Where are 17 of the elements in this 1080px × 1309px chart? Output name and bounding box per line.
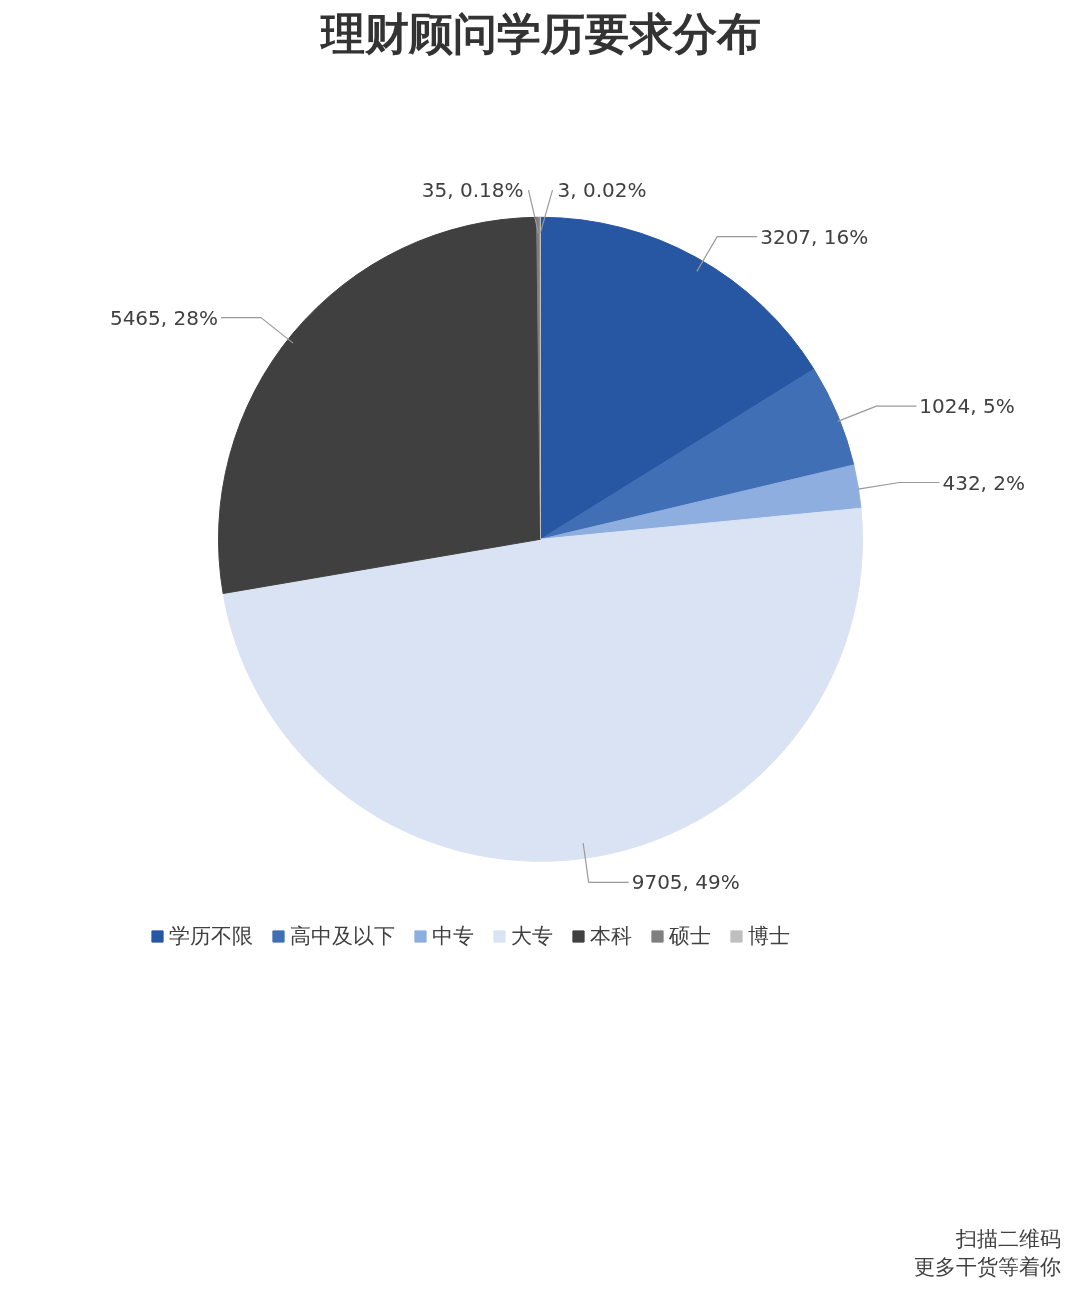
legend-label: 本科 — [590, 923, 632, 950]
legend-label: 博士 — [748, 923, 790, 950]
data-label: 35, 0.18% — [421, 178, 524, 203]
legend-label: 中专 — [432, 923, 474, 950]
data-label: 9705, 49% — [631, 870, 740, 895]
text: 更多干货等着你 — [913, 1255, 1061, 1280]
data-label: 5465, 28% — [109, 305, 218, 330]
data-label: 432, 2% — [942, 470, 1026, 495]
text: 扫描二维码 — [954, 1226, 1061, 1251]
legend-label: 高中及以下 — [290, 923, 395, 950]
data-label: 1024, 5% — [919, 394, 1015, 419]
data-label: 3, 0.02% — [557, 178, 647, 203]
legend-label: 大专 — [511, 923, 553, 950]
legend-label: 学历不限 — [169, 923, 253, 950]
legend-label: 硕士 — [669, 923, 711, 950]
data-label: 3207, 16% — [760, 224, 869, 249]
chart-title: 理财顾问学历要求分布 — [318, 7, 761, 59]
